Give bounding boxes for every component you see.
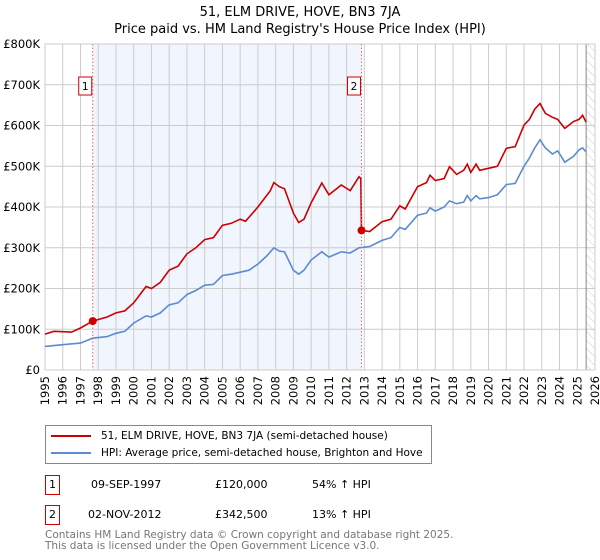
footer-licence: This data is licensed under the Open Gov… xyxy=(45,540,380,552)
x-tick-label: 2004 xyxy=(198,376,212,405)
x-tick-label: 2002 xyxy=(162,376,176,405)
x-tick-label: 2018 xyxy=(446,376,460,405)
x-tick-label: 2007 xyxy=(251,376,265,405)
legend-item-property: 51, ELM DRIVE, HOVE, BN3 7JA (semi-detac… xyxy=(51,428,388,444)
y-tick-label: £400K xyxy=(3,200,40,214)
sale-hpi-diff: 54% ↑ HPI xyxy=(312,478,371,491)
x-tick-label: 2014 xyxy=(375,376,389,405)
footer-copyright: Contains HM Land Registry data © Crown c… xyxy=(45,529,454,541)
sale-price: £342,500 xyxy=(215,508,268,521)
hpi-line xyxy=(44,138,587,348)
x-tick-label: 1997 xyxy=(73,376,87,405)
x-tick-label: 2000 xyxy=(127,376,141,405)
x-tick-label: 2023 xyxy=(535,376,549,405)
x-tick-label: 2006 xyxy=(233,376,247,405)
x-tick-label: 2013 xyxy=(357,376,371,405)
sale-point xyxy=(88,317,97,326)
x-tick-label: 2016 xyxy=(411,376,425,405)
sale-marker-badge: 2 xyxy=(45,505,60,525)
sale-date: 09-SEP-1997 xyxy=(91,478,162,491)
sale-row-1: 1 09-SEP-1997 £120,000 54% ↑ HPI xyxy=(45,475,545,495)
y-tick-label: £100K xyxy=(3,322,40,336)
x-tick-label: 2019 xyxy=(464,376,478,405)
x-tick-label: 2017 xyxy=(428,376,442,405)
x-tick-label: 2025 xyxy=(570,376,584,405)
x-tick-label: 1999 xyxy=(109,376,123,405)
y-tick-label: £300K xyxy=(3,241,40,255)
sale-label-box xyxy=(347,76,362,96)
title-line: 51, ELM DRIVE, HOVE, BN3 7JA xyxy=(199,5,401,20)
x-tick-label: 2001 xyxy=(144,376,158,405)
sale-point xyxy=(357,226,366,235)
x-tick-label: 2010 xyxy=(304,376,318,405)
x-tick-label: 2003 xyxy=(180,376,194,405)
y-tick-label: £600K xyxy=(3,119,40,133)
x-tick-label: 2005 xyxy=(215,376,229,405)
sale-label: 2 xyxy=(351,81,358,93)
x-tick-label: 1996 xyxy=(56,376,70,405)
sale-label-box xyxy=(78,76,93,96)
legend-swatch-blue xyxy=(51,452,91,454)
legend: 51, ELM DRIVE, HOVE, BN3 7JA (semi-detac… xyxy=(45,425,432,464)
footer: Contains HM Land Registry data © Crown c… xyxy=(45,530,453,552)
sale-date: 02-NOV-2012 xyxy=(88,508,162,521)
y-tick-label: £500K xyxy=(3,159,40,173)
x-tick-label: 2026 xyxy=(588,376,600,405)
y-tick-label: £200K xyxy=(3,282,40,296)
legend-label: HPI: Average price, semi-detached house,… xyxy=(101,447,423,459)
y-tick-label: £700K xyxy=(3,78,40,92)
x-tick-label: 2009 xyxy=(286,376,300,405)
sale-row-2: 2 02-NOV-2012 £342,500 13% ↑ HPI xyxy=(45,505,545,525)
x-tick-label: 2021 xyxy=(499,376,513,405)
price-chart: £0 £100K £200K £300K £400K £500K £600K £700K £80… xyxy=(3,37,600,405)
x-tick-label: 2020 xyxy=(482,376,496,405)
x-tick-label: 2024 xyxy=(553,376,567,405)
sale-price: £120,000 xyxy=(215,478,268,491)
x-tick-label: 2022 xyxy=(517,376,531,405)
x-tick-label: 2015 xyxy=(393,376,407,405)
x-tick-label: 2011 xyxy=(322,376,336,405)
sale-label: 1 xyxy=(82,81,89,93)
chart-title: 51, ELM DRIVE, HOVE, BN3 7JA Price paid … xyxy=(0,4,600,38)
x-tick-label: 1998 xyxy=(91,376,105,405)
sale-hpi-diff: 13% ↑ HPI xyxy=(312,508,371,521)
x-tick-label: 2008 xyxy=(269,376,283,405)
subtitle-line: Price paid vs. HM Land Registry's House … xyxy=(114,22,486,37)
plot-frame xyxy=(44,43,596,371)
sale-marker-badge: 1 xyxy=(45,475,60,495)
legend-item-hpi: HPI: Average price, semi-detached house,… xyxy=(51,445,423,461)
legend-swatch-red xyxy=(51,435,91,437)
x-tick-label: 2012 xyxy=(340,376,354,405)
legend-label: 51, ELM DRIVE, HOVE, BN3 7JA (semi-detac… xyxy=(101,430,388,442)
y-tick-label: £800K xyxy=(3,37,40,51)
property-price-line xyxy=(44,102,587,335)
x-tick-label: 1995 xyxy=(38,376,52,405)
y-tick-label: £0 xyxy=(25,363,40,377)
